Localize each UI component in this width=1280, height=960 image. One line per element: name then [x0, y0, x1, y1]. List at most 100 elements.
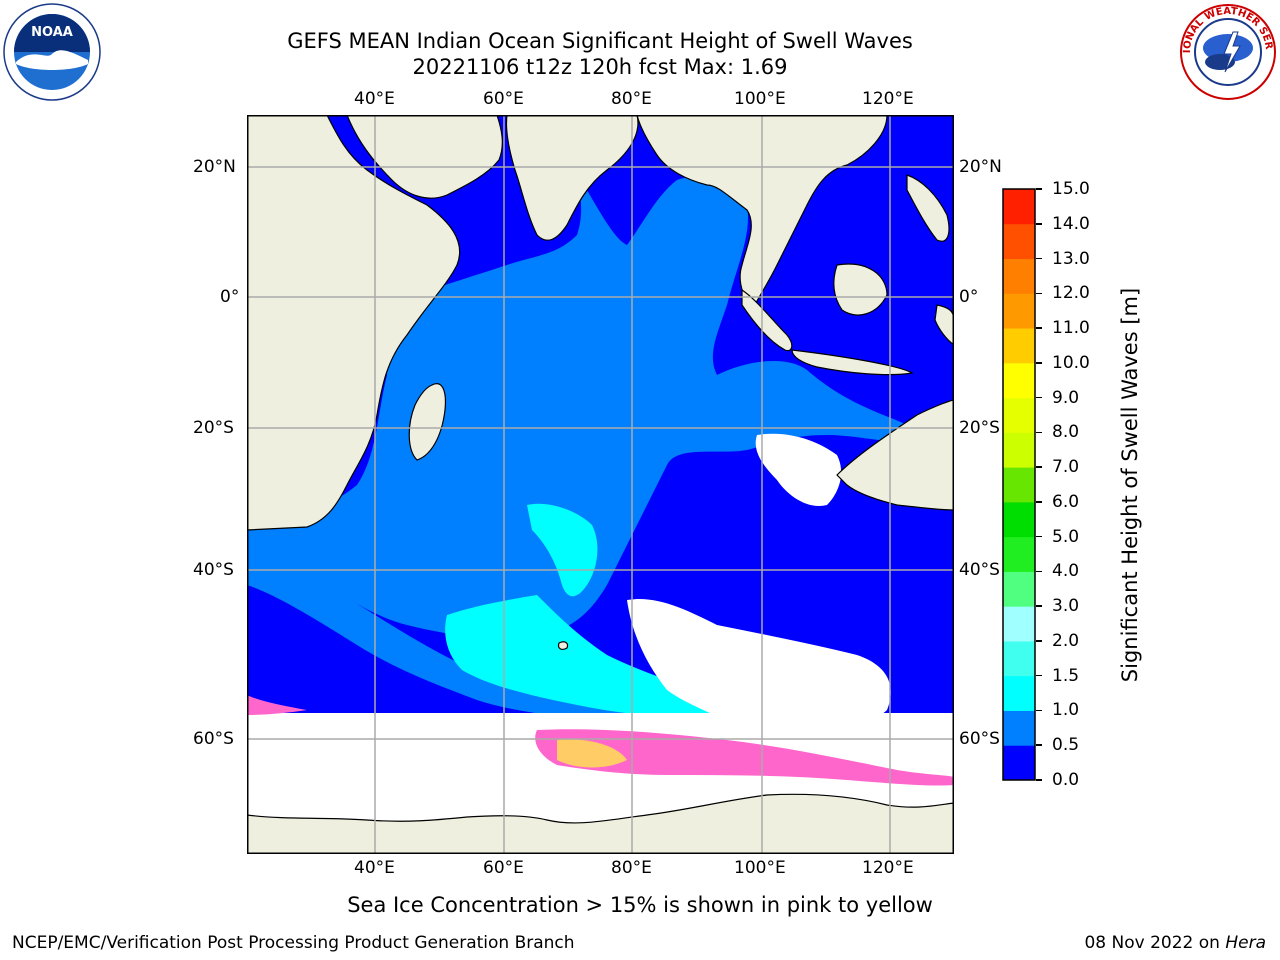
no-data-region-southeast [627, 599, 891, 732]
colorbar-tick-label: 7.0 [1052, 457, 1080, 478]
colorbar-tick-label: 0.0 [1052, 770, 1080, 790]
colorbar-tick-label: 0.5 [1052, 735, 1080, 756]
colorbar-tick-label: 9.0 [1052, 387, 1080, 408]
colorbar-bin [1003, 745, 1035, 781]
colorbar-tick-mark [1036, 431, 1042, 434]
colorbar-tick-mark [1036, 327, 1042, 329]
colorbar-tick-mark [1036, 779, 1042, 781]
no-data-region-west-australia [755, 433, 842, 506]
colorbar-bin [1003, 675, 1035, 711]
colorbar-tick-label: 2.0 [1052, 630, 1080, 651]
nws-logo: NATIONAL WEATHER SERVICE [1174, 0, 1278, 102]
sea-ice-highlight [557, 739, 627, 768]
branch-credit: NCEP/EMC/Verification Post Processing Pr… [12, 933, 575, 953]
lat-tick-right-0: 0° [959, 287, 979, 307]
gridlines [247, 115, 954, 854]
lat-tick-left-0: 0° [220, 287, 240, 307]
colorbar-tick-label: 10.0 [1052, 352, 1090, 373]
colorbar-tick-mark [1036, 223, 1042, 225]
colorbar-bin [1003, 328, 1035, 364]
colorbar-tick-mark [1036, 570, 1042, 573]
colorbar-bin [1003, 536, 1035, 572]
colorbar-tick-mark [1036, 188, 1042, 190]
lon-tick-top-80e: 80°E [611, 89, 652, 109]
map-panel [247, 115, 954, 854]
colorbar-bin [1003, 362, 1035, 399]
colorbar-tick-mark [1036, 640, 1042, 642]
land-philippines [906, 174, 950, 242]
land-madagascar [408, 383, 447, 461]
colorbar-tick-mark [1036, 674, 1042, 677]
colorbar-tick-mark [1036, 257, 1042, 260]
colorbar-bin [1003, 710, 1035, 746]
system-name: Hera [1225, 933, 1266, 953]
colorbar-bin [1003, 640, 1035, 677]
colorbar-tick-mark [1036, 605, 1042, 607]
lat-tick-left-40s: 40°S [193, 560, 234, 580]
colorbar-tick-label: 1.0 [1052, 700, 1080, 721]
colorbar-bin [1003, 501, 1035, 538]
land-africa [247, 115, 461, 531]
lat-tick-right-40s: 40°S [959, 560, 1000, 580]
sea-ice-note: Sea Ice Concentration > 15% is shown in … [347, 893, 933, 917]
lon-tick-top-60e: 60°E [483, 89, 524, 109]
colorbar-bin [1003, 606, 1035, 642]
colorbar-bin [1003, 397, 1035, 433]
colorbar-tick-label: 4.0 [1052, 561, 1080, 582]
lat-tick-left-20n: 20°N [193, 157, 236, 177]
swell-band-1.0-1.5-central [527, 503, 598, 597]
colorbar-tick-mark [1036, 466, 1042, 468]
chart-title-line2: 20221106 t12z 120h fcst Max: 1.69 [412, 55, 788, 79]
colorbar-tick-label: 15.0 [1052, 179, 1090, 199]
colorbar [1002, 188, 1036, 781]
colorbar-tick-label: 13.0 [1052, 248, 1090, 269]
lon-tick-bottom-40e: 40°E [354, 858, 395, 878]
colorbar-tick-mark [1036, 362, 1042, 364]
generation-date: 08 Nov 2022 on Hera [1084, 932, 1266, 954]
lat-tick-left-60s: 60°S [193, 729, 234, 749]
lat-tick-right-20n: 20°N [959, 157, 1002, 177]
land-india [505, 115, 639, 241]
lon-tick-bottom-100e: 100°E [734, 858, 786, 878]
colorbar-tick-mark [1036, 709, 1042, 712]
colorbar-tick-label: 3.0 [1052, 596, 1080, 617]
colorbar-bin [1003, 571, 1035, 607]
colorbar-bin [1003, 467, 1035, 503]
colorbar-bin [1003, 293, 1035, 329]
colorbar-bin [1003, 189, 1035, 225]
colorbar-bin [1003, 432, 1035, 468]
swell-band-1.0-1.5-south [445, 595, 717, 717]
colorbar-tick-label: 11.0 [1052, 318, 1090, 339]
lon-tick-bottom-80e: 80°E [611, 858, 652, 878]
land-antarctica [247, 793, 954, 854]
land-kerguelen [557, 641, 569, 650]
colorbar-tick-label: 8.0 [1052, 422, 1080, 443]
lon-tick-top-120e: 120°E [862, 89, 914, 109]
colorbar-tick-label: 6.0 [1052, 491, 1080, 512]
lon-tick-bottom-60e: 60°E [483, 858, 524, 878]
colorbar-bin [1003, 223, 1035, 260]
map-frame [247, 115, 954, 854]
lon-tick-top-40e: 40°E [354, 89, 395, 109]
colorbar-tick-mark [1036, 292, 1042, 295]
land-borneo [833, 263, 888, 316]
colorbar-tick-mark [1036, 535, 1042, 538]
land-new-guinea [934, 304, 954, 346]
land-java [791, 349, 914, 376]
lon-tick-bottom-120e: 120°E [862, 858, 914, 878]
swell-band-0.5-1.0-south [247, 535, 747, 735]
colorbar-tick-label: 1.5 [1052, 665, 1080, 686]
colorbar-tick-mark [1036, 396, 1042, 399]
sea-ice-band-west [247, 695, 307, 715]
chart-title-line1: GEFS MEAN Indian Ocean Significant Heigh… [287, 29, 913, 53]
noaa-logo: NOAA [2, 2, 102, 102]
lat-tick-left-20s: 20°S [193, 418, 234, 438]
lat-tick-right-60s: 60°S [959, 729, 1000, 749]
swell-band-0.5-1.0 [247, 165, 937, 640]
lon-tick-top-100e: 100°E [734, 89, 786, 109]
colorbar-tick-mark [1036, 501, 1042, 503]
noaa-logo-text: NOAA [31, 25, 73, 40]
generation-date-text: 08 Nov 2022 on [1084, 933, 1226, 953]
lat-tick-right-20s: 20°S [959, 418, 1000, 438]
land-sumatra [741, 288, 793, 352]
